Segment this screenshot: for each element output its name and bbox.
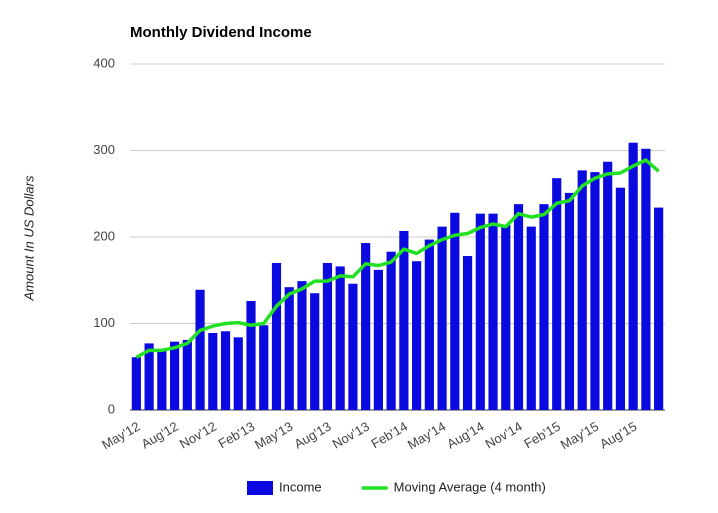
y-tick-label: 200 (93, 228, 115, 243)
bar (131, 357, 141, 410)
bar (246, 301, 256, 410)
x-tick-label: Aug'13 (291, 419, 333, 452)
bar (157, 349, 167, 410)
bar (169, 341, 180, 410)
bar (539, 204, 549, 410)
bar (399, 230, 409, 410)
bar (259, 325, 269, 410)
bar (144, 343, 154, 410)
bar (450, 212, 460, 410)
y-tick-label: 100 (93, 315, 115, 330)
bar (552, 178, 562, 410)
bar (335, 266, 345, 410)
bar (590, 172, 600, 410)
y-tick-label: 0 (108, 401, 115, 416)
x-tick-label: Aug'14 (444, 419, 486, 452)
bar (361, 243, 371, 410)
legend-swatch (247, 481, 273, 495)
x-tick-label: Aug'15 (597, 419, 639, 452)
bar (603, 161, 613, 410)
y-tick-label: 400 (93, 55, 115, 70)
legend-label: Income (279, 479, 322, 494)
bar (412, 261, 422, 410)
bar (641, 148, 651, 410)
y-tick-label: 300 (93, 142, 115, 157)
bar (386, 251, 396, 410)
x-tick-label: May'13 (252, 419, 295, 453)
bar (424, 239, 434, 410)
bar (654, 207, 664, 410)
x-tick-label: Aug'12 (139, 419, 181, 452)
x-tick-label: Nov'13 (330, 419, 372, 452)
bar (526, 226, 536, 410)
bar (271, 262, 282, 410)
bar (628, 142, 638, 410)
bar (373, 269, 383, 410)
bar (182, 339, 192, 410)
x-tick-label: Feb'15 (521, 419, 563, 452)
x-tick-label: May'15 (558, 419, 601, 453)
bar (284, 287, 294, 410)
x-tick-label: Nov'12 (177, 419, 219, 452)
bar (310, 293, 320, 410)
bar (195, 289, 205, 410)
line (135, 158, 660, 359)
bar (437, 226, 447, 410)
bar (513, 204, 524, 410)
x-tick-label: Feb'13 (216, 419, 258, 452)
chart-title: Monthly Dividend Income (130, 24, 312, 41)
x-tick-label: Nov'14 (483, 419, 525, 452)
bar (322, 262, 333, 410)
x-tick-label: May'14 (405, 419, 448, 453)
bar (615, 187, 626, 410)
y-axis-label: Amount In US Dollars (21, 175, 36, 301)
x-tick-label: Feb'14 (369, 419, 411, 452)
bar (475, 213, 485, 410)
bar (488, 213, 498, 410)
bar (348, 283, 358, 410)
bar (220, 331, 231, 410)
bar (233, 337, 243, 410)
x-tick-label: May'12 (99, 419, 142, 453)
legend-label: Moving Average (4 month) (394, 479, 546, 494)
bar (462, 256, 473, 410)
bar (208, 333, 218, 410)
bar (501, 224, 511, 410)
bar (577, 170, 587, 410)
bar (297, 281, 307, 410)
bar (564, 192, 575, 410)
